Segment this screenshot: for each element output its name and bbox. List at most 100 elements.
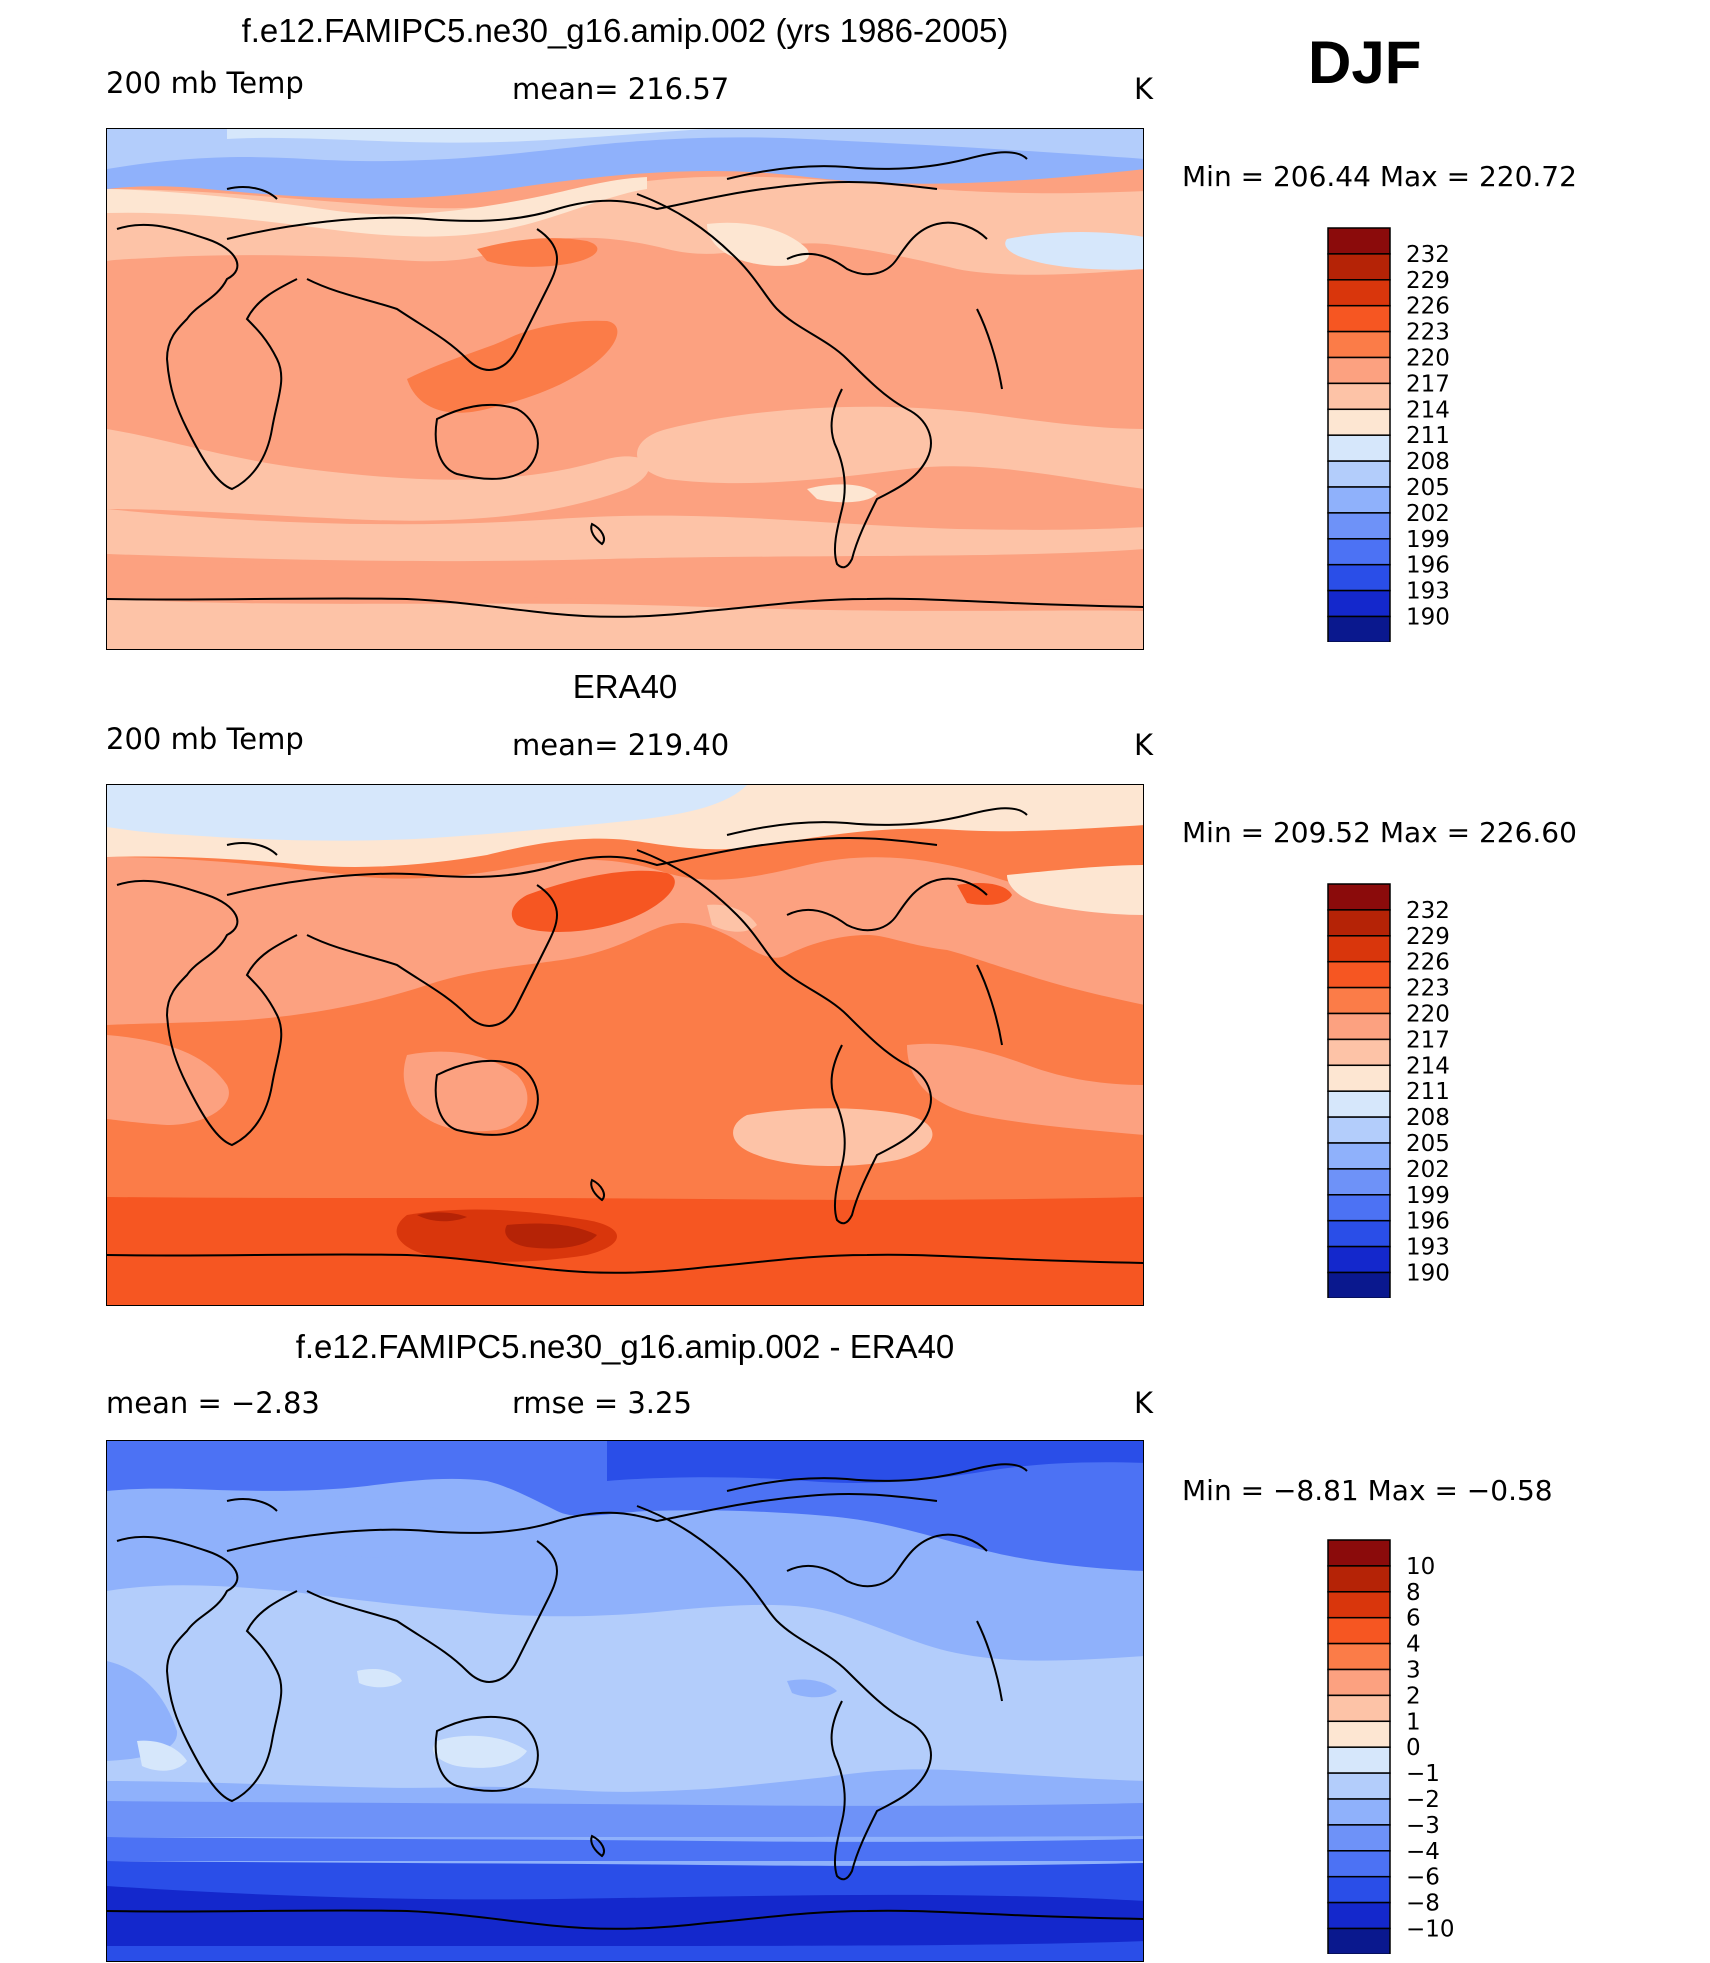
colorbar-tick-label: 208 — [1406, 1105, 1450, 1131]
model-band-211-214-mid — [107, 177, 647, 237]
colorbar-tick-label: 196 — [1406, 1209, 1450, 1235]
colorbar-tick-label: 232 — [1406, 242, 1450, 268]
model-contour-field — [107, 129, 1143, 649]
colorbar-swatch — [1327, 909, 1391, 937]
colorbar-swatch — [1327, 1168, 1391, 1196]
colorbar-tick-label: 1 — [1406, 1709, 1421, 1735]
colorbar-tick-label: −4 — [1406, 1839, 1440, 1865]
model-band-220-223-australia — [407, 320, 618, 413]
model-band-211-214 — [227, 129, 707, 143]
panel-diff-title: f.e12.FAMIPC5.ne30_g16.amip.002 - ERA40 — [295, 1328, 955, 1365]
diff-band-africa — [107, 1661, 178, 1761]
colorbar-swatch — [1327, 563, 1391, 592]
model-band-217-220-ant — [107, 554, 1143, 602]
colorbar-tick-label: −6 — [1406, 1865, 1440, 1891]
colorbar-swatch — [1327, 1850, 1391, 1878]
panel-model-minmax: Min = 206.44 Max = 220.72 — [1182, 160, 1577, 193]
colorbar-tick-label: 211 — [1406, 423, 1450, 449]
colorbar-swatch — [1327, 1591, 1391, 1619]
colorbar-swatch — [1327, 434, 1391, 462]
colorbar-swatch — [1327, 1616, 1391, 1645]
diff-coastlines — [107, 1463, 1143, 1930]
colorbar-tick-label: 6 — [1406, 1606, 1421, 1632]
colorbar-swatch — [1327, 883, 1391, 911]
colorbar-swatch — [1327, 986, 1391, 1015]
obs-band-229-232-b — [417, 1212, 467, 1222]
colorbar-tick-label: 2 — [1406, 1683, 1421, 1709]
colorbar-tick-label: 220 — [1406, 346, 1450, 372]
diff-band-minus1-0-b — [433, 1735, 527, 1768]
colorbar-swatch — [1327, 615, 1391, 642]
colorbar-swatch — [1327, 512, 1391, 540]
colorbar-tick-label: 232 — [1406, 898, 1450, 924]
colorbar-swatch — [1327, 1090, 1391, 1118]
colorbar-swatch — [1327, 382, 1391, 411]
panel-model-colorbar: 232 229 226 223 220 217 214 211 208 205 202 199 196 1… — [1326, 226, 1486, 642]
diff-band-minus6-minus4-so — [107, 1837, 1143, 1861]
colorbar-swatch — [1327, 1194, 1391, 1222]
obs-band-214-217-spot — [707, 904, 757, 932]
panel-model-variable: 200 mb Temp — [106, 66, 304, 100]
obs-band-217-220-aus — [403, 1051, 528, 1132]
colorbar-tick-label: 223 — [1406, 976, 1450, 1002]
panel-obs-variable: 200 mb Temp — [106, 722, 304, 756]
panel-obs-colorbar: 232 229 226 223 220 217 214 211 208 205 202 199 196 1… — [1326, 882, 1486, 1298]
colorbar-swatch — [1327, 356, 1391, 385]
panel-model-map — [106, 128, 1144, 650]
colorbar-swatch — [1327, 227, 1391, 255]
colorbar-swatch — [1327, 1219, 1391, 1248]
panel-diff-minmax: Min = −8.81 Max = −0.58 — [1182, 1474, 1553, 1507]
colorbar-swatch — [1327, 1116, 1391, 1144]
obs-band-229-232 — [505, 1223, 597, 1249]
season-label: DJF — [1308, 29, 1422, 96]
obs-band-217-220-sa — [907, 1043, 1143, 1135]
colorbar-tick-label: 205 — [1406, 1131, 1450, 1157]
diff-contour-field — [107, 1441, 1143, 1961]
model-band-214-217-sio — [107, 429, 649, 521]
panel-obs-mean: mean= 219.40 — [512, 728, 730, 762]
obs-band-208-211 — [107, 785, 747, 841]
colorbar-tick-label: 229 — [1406, 268, 1450, 294]
colorbar-swatch — [1327, 1927, 1391, 1954]
colorbar-swatch — [1327, 538, 1391, 566]
colorbar-tick-label: 199 — [1406, 1183, 1450, 1209]
colorbar-tick-label: −10 — [1406, 1917, 1455, 1943]
colorbar-tick-label: 223 — [1406, 320, 1450, 346]
panel-diff-mean: mean = −2.83 — [106, 1386, 320, 1420]
colorbar-swatch — [1327, 1668, 1391, 1697]
model-band-214-217 — [107, 176, 1143, 275]
panel-diff-map — [106, 1440, 1144, 1962]
colorbar-swatch — [1327, 1012, 1391, 1041]
colorbar-swatch — [1327, 253, 1391, 281]
panel-diff-colorbar: 10 8 6 4 3 2 1 0 −1 −2 −3 −4 −6 −8 −10 — [1326, 1538, 1486, 1954]
panel-obs-map — [106, 784, 1144, 1306]
model-band-208-211-atlantic — [1005, 232, 1143, 270]
colorbar-tick-label: 211 — [1406, 1079, 1450, 1105]
panel-model-units: K — [1134, 72, 1154, 106]
colorbar-tick-label: 10 — [1406, 1554, 1435, 1580]
colorbar-tick-label: 208 — [1406, 449, 1450, 475]
panel-model-mean: mean= 216.57 — [512, 72, 730, 106]
obs-coastlines — [107, 807, 1143, 1274]
colorbar-tick-label: 199 — [1406, 527, 1450, 553]
obs-colorbar-svg: 2322292262232202172142112082052021991961… — [1327, 883, 1450, 1298]
panel-obs-title: ERA40 — [572, 668, 678, 705]
model-band-220-223-japan — [477, 238, 598, 267]
obs-band-217-220-africa — [107, 1035, 229, 1125]
diff-band-minus6-minus4 — [607, 1441, 1143, 1483]
colorbar-swatch — [1327, 1038, 1391, 1067]
colorbar-swatch — [1327, 1064, 1391, 1092]
colorbar-tick-label: 220 — [1406, 1002, 1450, 1028]
colorbar-tick-label: −1 — [1406, 1761, 1440, 1787]
diff-band-spot — [787, 1679, 837, 1698]
obs-band-211-214-atl — [1007, 865, 1143, 915]
colorbar-tick-label: 193 — [1406, 1235, 1450, 1261]
diff-band-asia — [227, 1495, 468, 1558]
obs-contour-field — [107, 785, 1143, 1305]
diff-band-minus1-0-a — [137, 1740, 187, 1771]
colorbar-swatch — [1327, 960, 1391, 989]
colorbar-swatch — [1327, 1642, 1391, 1671]
colorbar-swatch — [1327, 1772, 1391, 1800]
colorbar-tick-label: 3 — [1406, 1658, 1421, 1684]
